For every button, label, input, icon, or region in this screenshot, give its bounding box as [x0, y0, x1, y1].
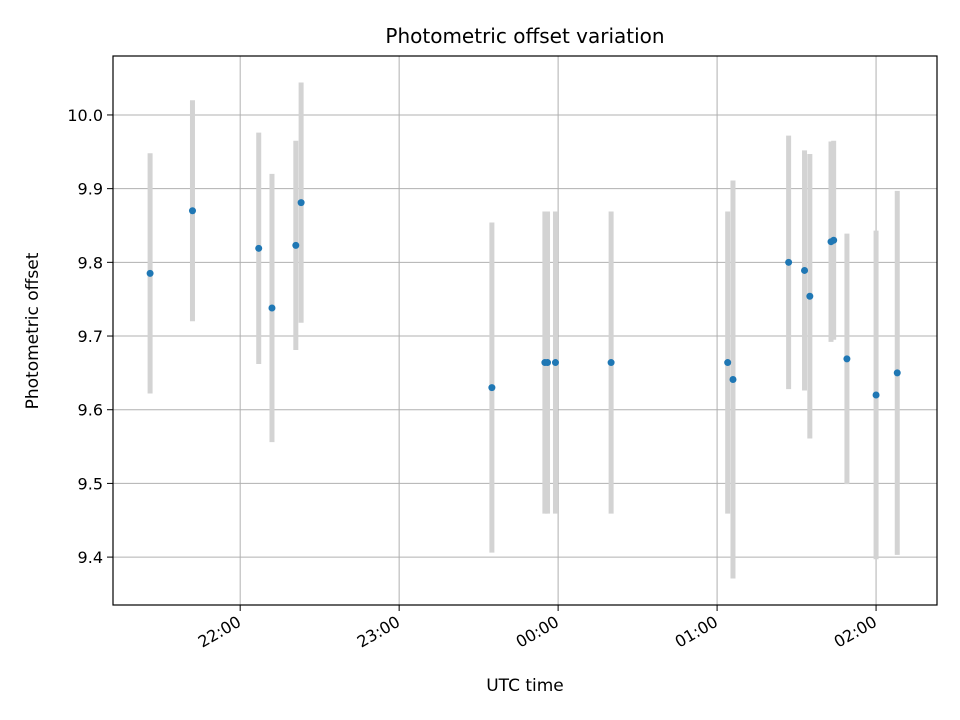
y-tick-label: 9.7	[78, 327, 103, 346]
data-point	[724, 359, 732, 367]
data-point	[297, 199, 305, 207]
plot-frame	[112, 55, 938, 606]
data-point	[188, 207, 196, 215]
y-tick-label: 9.5	[78, 474, 103, 493]
y-axis-label: Photometric offset	[23, 252, 43, 409]
data-point	[729, 376, 737, 384]
data-point	[292, 241, 300, 249]
x-axis-label: UTC time	[486, 676, 564, 696]
data-point	[551, 359, 559, 367]
chart-title: Photometric offset variation	[385, 24, 664, 48]
y-tick-label: 10.0	[67, 106, 103, 125]
data-point	[785, 258, 793, 266]
data-point	[806, 292, 814, 300]
data-point	[146, 269, 154, 277]
y-tick-label: 9.9	[78, 180, 103, 199]
data-point	[488, 384, 496, 392]
data-point	[607, 359, 615, 367]
y-tick-label: 9.8	[78, 253, 103, 272]
data-point	[268, 304, 276, 312]
data-points	[146, 199, 901, 399]
data-point	[544, 359, 552, 367]
data-point	[843, 355, 851, 363]
y-axis-ticks: 9.4 9.5 9.6 9.7 9.8 9.9 10.0	[67, 106, 113, 567]
y-tick-label: 9.6	[78, 401, 103, 420]
data-point	[255, 244, 263, 252]
data-point	[872, 391, 880, 399]
data-point	[801, 266, 809, 274]
data-point	[830, 236, 838, 244]
y-tick-label: 9.4	[78, 548, 103, 567]
data-point	[893, 369, 901, 377]
